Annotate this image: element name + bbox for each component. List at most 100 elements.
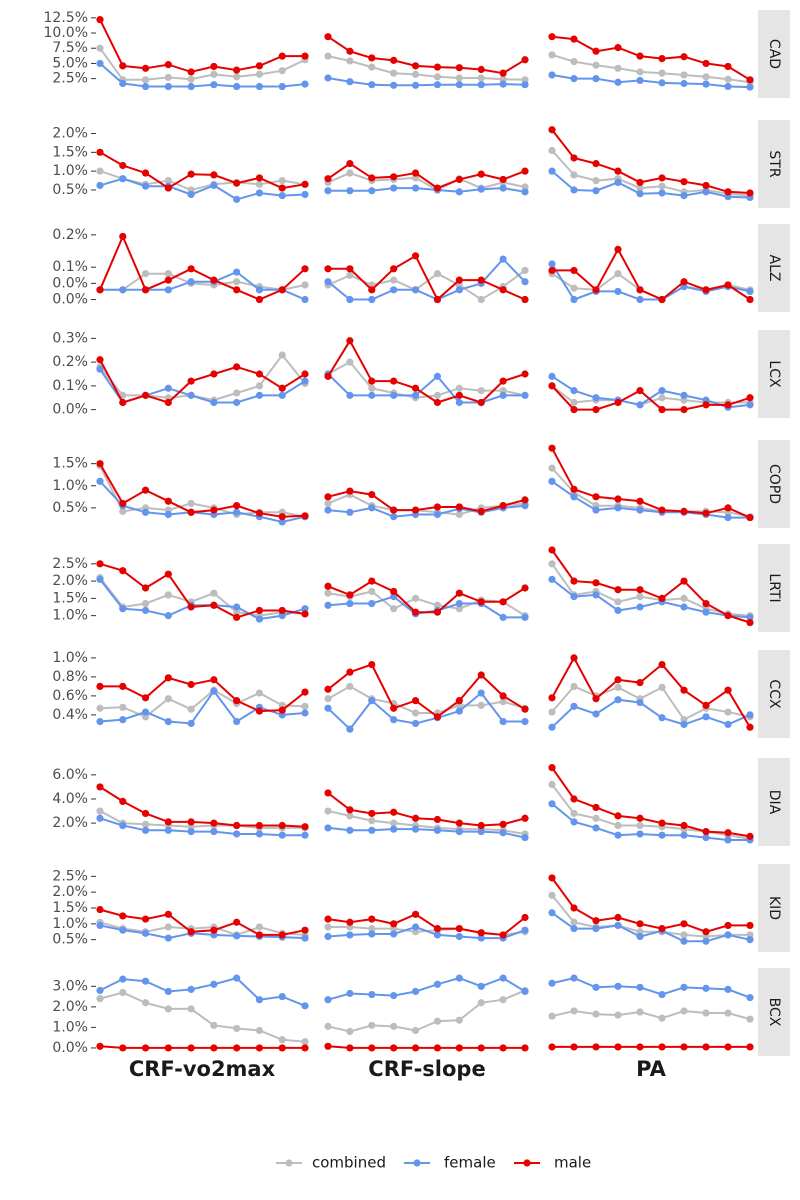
data-point-female bbox=[119, 175, 127, 183]
series-line-combined bbox=[99, 921, 306, 936]
data-point-male bbox=[658, 54, 666, 63]
data-point-female bbox=[680, 192, 688, 200]
data-point-combined bbox=[187, 499, 195, 508]
data-point-male bbox=[636, 387, 644, 395]
data-point-male bbox=[164, 497, 172, 505]
data-point-female bbox=[746, 936, 754, 944]
data-point-male bbox=[119, 62, 127, 70]
data-point-combined bbox=[141, 599, 150, 608]
data-point-female bbox=[346, 508, 354, 516]
data-point-male bbox=[614, 913, 622, 922]
data-point-female bbox=[455, 707, 463, 715]
data-point-male bbox=[499, 502, 507, 510]
data-point-male bbox=[746, 189, 754, 197]
data-point-male bbox=[548, 382, 556, 390]
data-point-male bbox=[592, 695, 600, 703]
y-tick-label: 1.0% bbox=[52, 650, 88, 666]
data-point-male bbox=[187, 818, 195, 826]
facet-strip-label: STR bbox=[766, 150, 782, 177]
data-point-female bbox=[521, 613, 529, 621]
data-point-combined bbox=[433, 391, 442, 399]
data-point-female bbox=[455, 286, 463, 294]
series-line-female bbox=[99, 817, 305, 837]
data-point-male bbox=[119, 1044, 127, 1052]
data-point-female bbox=[455, 398, 463, 407]
data-point-combined bbox=[96, 167, 104, 175]
data-point-combined bbox=[187, 1005, 195, 1013]
series-line-combined bbox=[551, 1009, 751, 1021]
data-point-male bbox=[141, 169, 150, 177]
y-tick-label: 0.3% bbox=[52, 330, 88, 346]
data-point-male bbox=[570, 577, 578, 585]
data-point-male bbox=[592, 286, 600, 294]
data-point-male bbox=[658, 660, 666, 669]
legend: combined female male bbox=[276, 1154, 591, 1172]
data-point-female bbox=[141, 708, 150, 716]
data-point-combined bbox=[548, 146, 556, 155]
data-point-combined bbox=[278, 351, 286, 359]
facet-strip bbox=[758, 864, 790, 952]
data-point-male bbox=[570, 485, 578, 493]
data-point-male bbox=[658, 819, 666, 827]
data-point-female bbox=[164, 286, 172, 294]
data-point-female bbox=[368, 187, 376, 195]
data-point-female bbox=[614, 178, 622, 187]
data-point-combined bbox=[233, 389, 241, 397]
data-point-male bbox=[614, 676, 622, 684]
series-line-male bbox=[552, 247, 751, 301]
data-point-female bbox=[119, 79, 127, 88]
data-point-male bbox=[141, 1044, 150, 1052]
data-point-female bbox=[324, 996, 332, 1004]
facet-row-dia: DIA 2.0% 4.0% 6.0% bbox=[52, 758, 790, 846]
series-line-combined bbox=[327, 493, 526, 516]
data-point-male bbox=[724, 829, 732, 837]
data-point-male bbox=[411, 910, 420, 918]
data-point-male bbox=[278, 606, 286, 615]
data-point-female bbox=[592, 394, 600, 402]
series-line-female bbox=[551, 170, 751, 199]
series-line-combined bbox=[99, 576, 306, 617]
data-point-combined bbox=[346, 358, 354, 366]
data-point-female bbox=[636, 983, 644, 991]
data-point-male bbox=[592, 579, 600, 587]
data-point-combined bbox=[592, 1010, 600, 1018]
data-point-female bbox=[570, 818, 578, 826]
data-point-female bbox=[119, 821, 127, 830]
data-point-combined bbox=[477, 701, 485, 710]
data-point-male bbox=[455, 589, 463, 597]
data-point-female bbox=[592, 710, 600, 718]
data-point-combined bbox=[477, 999, 485, 1007]
data-point-female bbox=[570, 924, 578, 933]
data-point-combined bbox=[346, 812, 354, 820]
data-point-female bbox=[346, 599, 354, 608]
data-point-female bbox=[278, 831, 286, 839]
data-point-male bbox=[368, 491, 376, 499]
data-point-female bbox=[570, 702, 578, 710]
data-point-female bbox=[324, 278, 332, 286]
data-point-male bbox=[301, 610, 309, 618]
y-tick-label: 1.0% bbox=[52, 478, 88, 494]
y-tick-label: 5.0% bbox=[52, 55, 88, 71]
data-point-male bbox=[455, 64, 463, 72]
data-point-female bbox=[141, 929, 150, 937]
data-point-male bbox=[548, 874, 556, 882]
series-line-combined bbox=[327, 171, 526, 192]
legend-key-point-male bbox=[523, 1159, 531, 1167]
data-point-female bbox=[324, 704, 332, 712]
data-point-combined bbox=[746, 1015, 754, 1023]
data-point-combined bbox=[477, 387, 485, 395]
data-point-male bbox=[164, 398, 172, 407]
data-point-male bbox=[301, 180, 309, 188]
data-point-female bbox=[433, 980, 442, 988]
data-point-female bbox=[368, 599, 376, 608]
data-point-female bbox=[570, 295, 578, 304]
data-point-combined bbox=[724, 75, 732, 83]
data-point-male bbox=[210, 1044, 218, 1052]
data-point-combined bbox=[680, 594, 688, 602]
data-point-female bbox=[702, 608, 710, 616]
data-point-female bbox=[233, 398, 241, 407]
data-point-male bbox=[702, 181, 710, 190]
data-point-male bbox=[680, 178, 688, 186]
data-point-male bbox=[278, 52, 286, 60]
data-point-male bbox=[278, 1044, 286, 1052]
